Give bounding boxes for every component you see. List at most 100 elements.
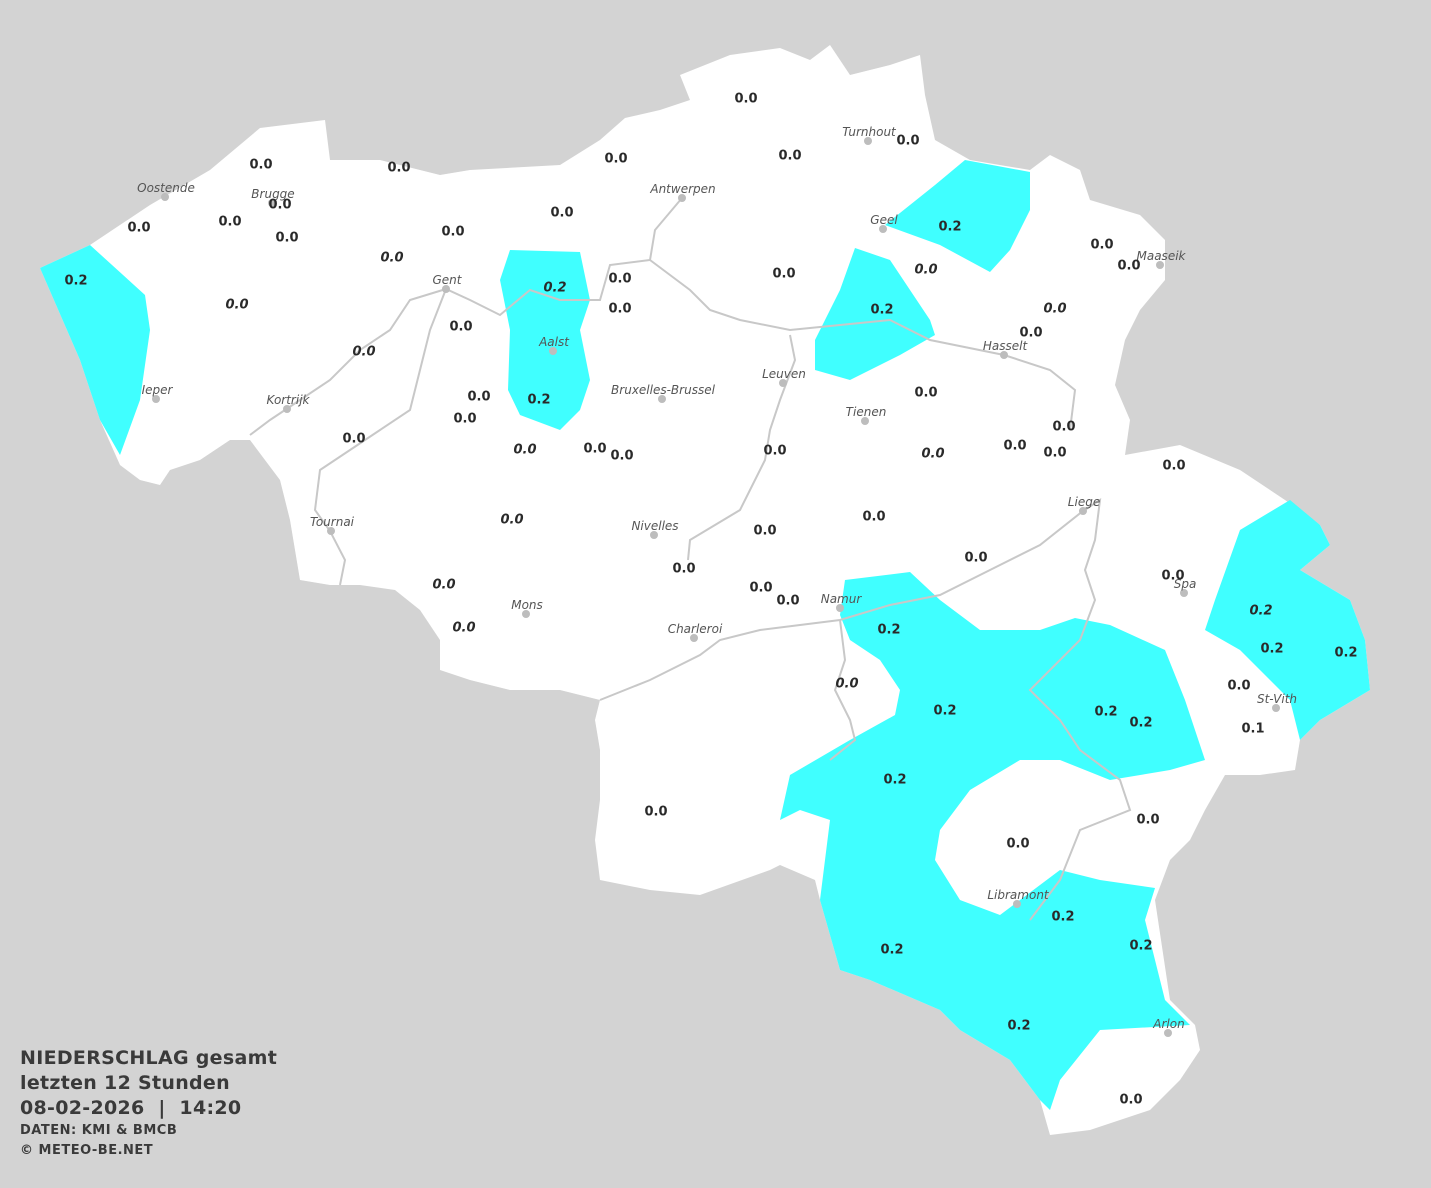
city-label: Namur [821, 592, 863, 606]
city-marker [779, 379, 787, 387]
city-marker [1272, 704, 1280, 712]
station-value: 0.2 [64, 274, 87, 289]
city-label: Libramont [987, 888, 1050, 902]
river-albert [649, 259, 1077, 431]
map-legend: NIEDERSCHLAG gesamt letzten 12 Stunden 0… [20, 1046, 277, 1161]
station-value: 0.0 [914, 263, 937, 278]
precip-area-south [780, 572, 1205, 1110]
station-value: 0.0 [608, 272, 631, 287]
station-value: 0.2 [1129, 939, 1152, 954]
city-label: Tournai [310, 515, 355, 529]
station-value: 0.2 [1007, 1019, 1030, 1034]
rivers [249, 197, 1132, 921]
city-label: Mons [511, 598, 543, 612]
belgium-land [40, 45, 1370, 1135]
precip-area-east [1205, 500, 1370, 740]
station-value: 0.0 [352, 345, 375, 360]
city-label: Turnhout [842, 125, 897, 139]
city-marker [1156, 261, 1164, 269]
station-value: 0.0 [1052, 420, 1075, 435]
city-marker [879, 225, 887, 233]
station-value: 0.0 [249, 158, 272, 173]
station-value: 0.0 [749, 581, 772, 596]
station-value: 0.2 [870, 303, 893, 318]
station-value: 0.0 [380, 251, 403, 266]
city-label: Tienen [846, 405, 887, 419]
city-marker [1000, 351, 1008, 359]
river-schelde [249, 197, 683, 436]
city-label: Arlon [1152, 1017, 1184, 1031]
city-marker [1079, 507, 1087, 515]
station-value: 0.0 [778, 149, 801, 164]
station-value: 0.0 [921, 447, 944, 462]
station-value: 0.2 [877, 623, 900, 638]
station-values: 0.0 0.0 0.0 0.0 0.0 0.0 0.0 0.0 0.0 0.0 0.0 0.0 0.0 0… [64, 92, 1357, 1108]
city-label: Bruxelles-Brussel [611, 383, 716, 397]
map-period: letzten 12 Stunden [20, 1072, 230, 1094]
city-marker [283, 405, 291, 413]
station-value: 0.2 [880, 943, 903, 958]
station-value: 0.0 [225, 298, 248, 313]
city-labels: Oostende Brugge Antwerpen Turnhout Geel Maase… [137, 125, 1297, 1037]
city-label: Kortrijk [267, 393, 311, 407]
station-value: 0.1 [1241, 722, 1264, 737]
station-value: 0.2 [1129, 716, 1152, 731]
station-value: 0.0 [734, 92, 757, 107]
city-label: Oostende [137, 181, 195, 195]
city-marker [327, 527, 335, 535]
station-value: 0.0 [268, 198, 291, 213]
river-leie [313, 288, 447, 586]
station-value: 0.2 [933, 704, 956, 719]
city-marker [1164, 1029, 1172, 1037]
station-value: 0.0 [275, 231, 298, 246]
city-marker [1180, 589, 1188, 597]
city-marker [836, 604, 844, 612]
city-label: Nivelles [631, 519, 678, 533]
station-value: 0.0 [1161, 569, 1184, 584]
river-dijle [687, 334, 797, 561]
station-value: 0.0 [441, 225, 464, 240]
city-label: Antwerpen [649, 182, 715, 196]
city-marker [864, 137, 872, 145]
station-value: 0.2 [883, 773, 906, 788]
station-value: 0.2 [527, 393, 550, 408]
precipitation-areas [40, 160, 1370, 1110]
station-value: 0.0 [500, 513, 523, 528]
station-value: 0.0 [550, 206, 573, 221]
station-value: 0.0 [1006, 837, 1029, 852]
station-value: 0.0 [1043, 302, 1066, 317]
city-marker [161, 193, 169, 201]
station-value: 0.0 [452, 621, 475, 636]
station-value: 0.0 [1162, 459, 1185, 474]
station-value: 0.0 [1119, 1093, 1142, 1108]
station-value: 0.0 [835, 677, 858, 692]
city-marker [861, 417, 869, 425]
station-value: 0.0 [964, 551, 987, 566]
station-value: 0.0 [914, 386, 937, 401]
station-value: 0.0 [896, 134, 919, 149]
station-value: 0.0 [342, 432, 365, 447]
station-value: 0.2 [1094, 705, 1117, 720]
station-value: 0.0 [453, 412, 476, 427]
river-meuse-south [829, 619, 857, 761]
station-value: 0.0 [127, 221, 150, 236]
city-marker [442, 285, 450, 293]
station-value: 0.0 [432, 578, 455, 593]
city-marker [658, 395, 666, 403]
station-value: 0.0 [1117, 259, 1140, 274]
station-value: 0.2 [1249, 604, 1272, 619]
station-value: 0.0 [467, 390, 490, 405]
station-value: 0.0 [513, 443, 536, 458]
data-source: DATEN: KMI & BMCB [20, 1123, 178, 1138]
station-value: 0.0 [218, 215, 241, 230]
city-label: Brugge [251, 187, 294, 201]
station-value: 0.0 [610, 449, 633, 464]
station-value: 0.0 [449, 320, 472, 335]
station-value: 0.2 [543, 281, 566, 296]
station-value: 0.0 [608, 302, 631, 317]
station-value: 0.2 [1334, 646, 1357, 661]
station-value: 0.2 [1051, 910, 1074, 925]
city-marker [268, 199, 276, 207]
station-value: 0.0 [772, 267, 795, 282]
station-value: 0.0 [1136, 813, 1159, 828]
